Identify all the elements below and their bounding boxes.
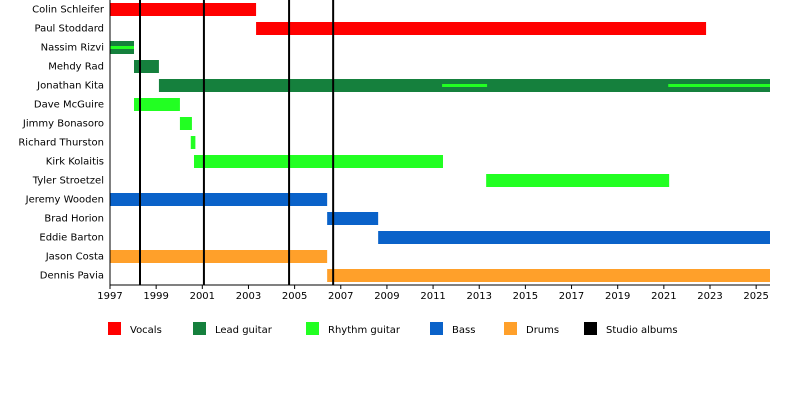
bar bbox=[486, 174, 670, 187]
member-label: Tyler Stroetzel bbox=[32, 176, 104, 187]
bar bbox=[110, 46, 134, 49]
x-tick-label: 2017 bbox=[559, 291, 584, 302]
legend-label: Lead guitar bbox=[215, 325, 273, 336]
member-label: Dave McGuire bbox=[34, 100, 104, 111]
bar bbox=[110, 3, 257, 16]
x-tick-label: 2003 bbox=[236, 291, 261, 302]
legend-label: Studio albums bbox=[606, 325, 678, 336]
bar bbox=[378, 231, 770, 244]
x-tick-label: 2021 bbox=[651, 291, 676, 302]
member-label: Jeremy Wooden bbox=[25, 195, 104, 206]
bar bbox=[179, 117, 192, 130]
member-label: Jimmy Bonasoro bbox=[22, 119, 104, 130]
bar bbox=[134, 60, 159, 73]
x-tick-label: 2025 bbox=[743, 291, 768, 302]
x-tick-label: 2019 bbox=[605, 291, 630, 302]
member-label: Nassim Rizvi bbox=[41, 43, 104, 54]
member-label: Colin Schleifer bbox=[32, 5, 105, 16]
x-tick-label: 1999 bbox=[143, 291, 168, 302]
legend-label: Vocals bbox=[130, 325, 162, 336]
bar bbox=[327, 269, 770, 282]
legend-swatch bbox=[504, 322, 517, 335]
x-tick-label: 2013 bbox=[467, 291, 492, 302]
legend-swatch bbox=[306, 322, 319, 335]
x-tick-label: 1997 bbox=[97, 291, 122, 302]
x-tick-label: 2005 bbox=[282, 291, 307, 302]
bar bbox=[327, 212, 379, 225]
bar bbox=[668, 84, 770, 87]
x-tick-label: 2015 bbox=[513, 291, 538, 302]
bar bbox=[110, 250, 328, 263]
x-tick-label: 2011 bbox=[420, 291, 445, 302]
legend-swatch bbox=[108, 322, 121, 335]
legend-swatch bbox=[584, 322, 597, 335]
member-label: Jonathan Kita bbox=[36, 81, 104, 92]
x-tick-label: 2001 bbox=[190, 291, 215, 302]
member-label: Mehdy Rad bbox=[48, 62, 104, 73]
x-tick-label: 2009 bbox=[374, 291, 399, 302]
legend-label: Drums bbox=[526, 325, 559, 336]
x-tick-label: 2007 bbox=[328, 291, 353, 302]
bar bbox=[190, 136, 196, 149]
bar bbox=[134, 98, 180, 111]
member-label: Richard Thurston bbox=[18, 138, 104, 149]
bar bbox=[442, 84, 488, 87]
legend-label: Rhythm guitar bbox=[328, 325, 401, 336]
member-label: Paul Stoddard bbox=[35, 24, 105, 35]
legend-label: Bass bbox=[452, 325, 475, 336]
bar bbox=[194, 155, 443, 168]
bar bbox=[110, 193, 328, 206]
member-label: Eddie Barton bbox=[39, 233, 104, 244]
legend-swatch bbox=[430, 322, 443, 335]
member-label: Kirk Kolaitis bbox=[46, 157, 104, 168]
member-label: Brad Horion bbox=[44, 214, 104, 225]
x-tick-label: 2023 bbox=[697, 291, 722, 302]
member-label: Jason Costa bbox=[45, 252, 104, 263]
member-label: Dennis Pavia bbox=[40, 271, 104, 282]
legend-swatch bbox=[193, 322, 206, 335]
bar bbox=[256, 22, 707, 35]
